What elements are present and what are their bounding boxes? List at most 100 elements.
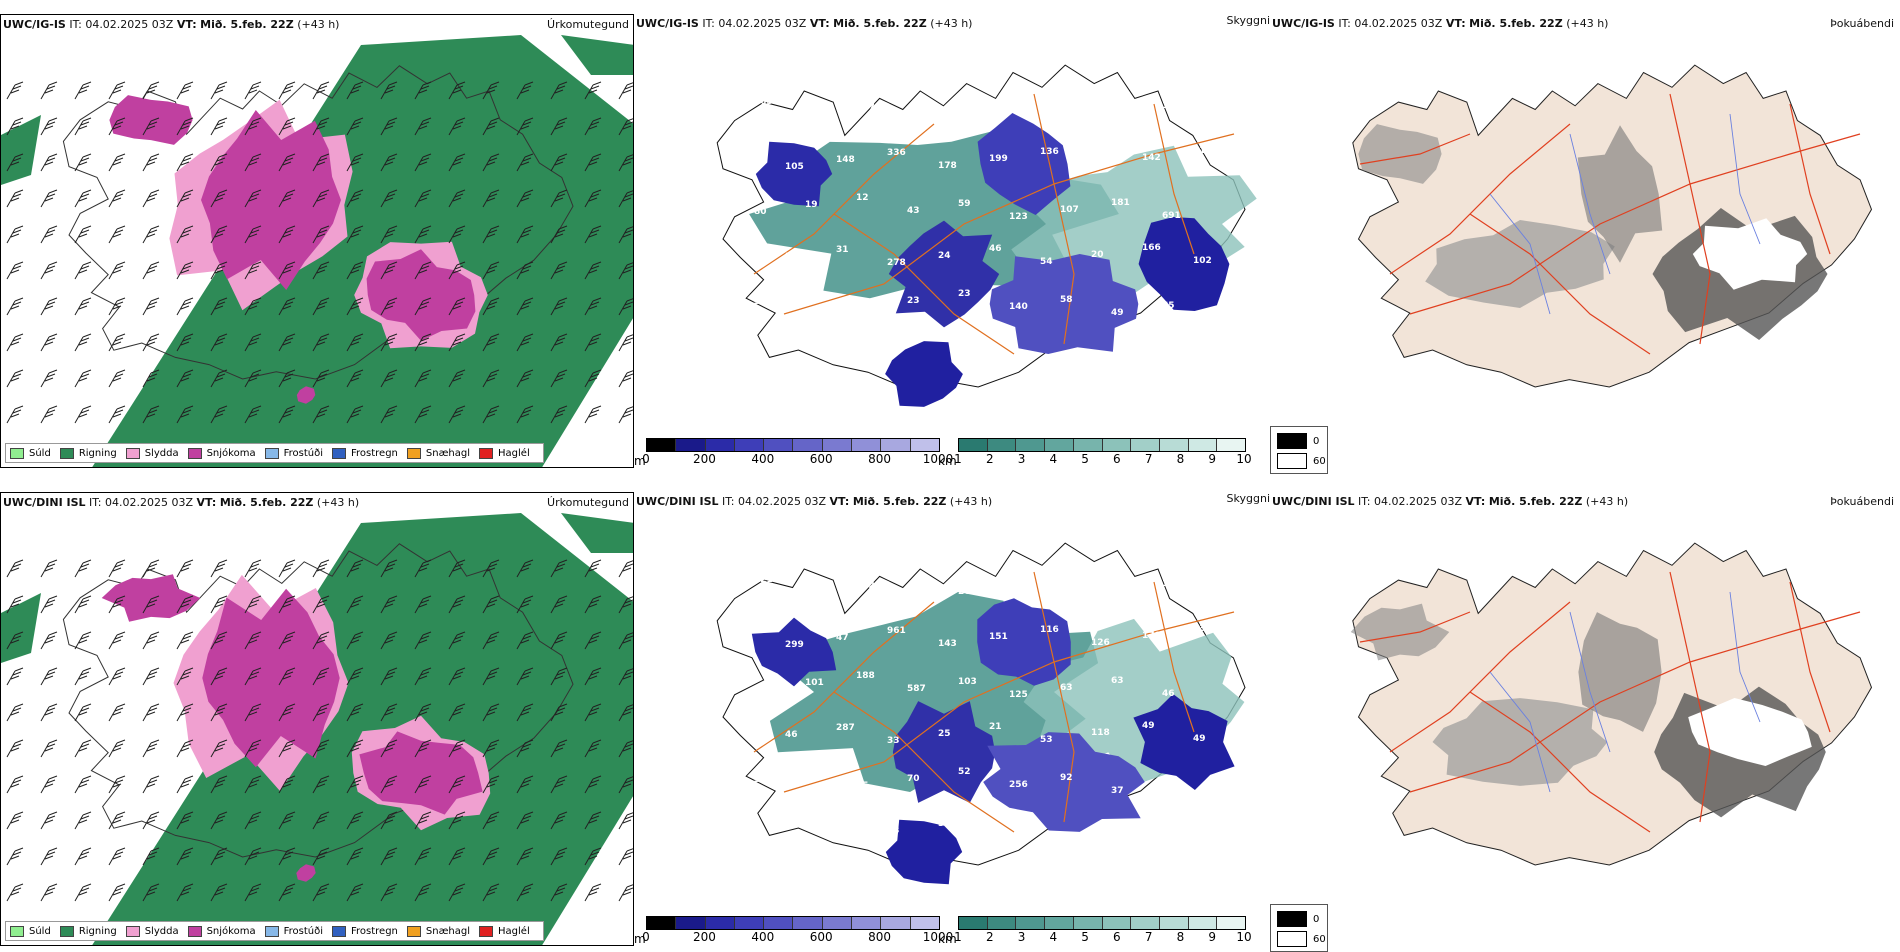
precip-legend-swatch [332, 925, 346, 937]
lead-time: (+43 h) [1566, 17, 1609, 30]
model-name: UWC/DINI ISL [636, 495, 719, 508]
wind-barb [346, 631, 364, 650]
visibility-unit: km [938, 932, 957, 946]
wind-barb [6, 261, 24, 280]
wind-barbs [6, 81, 633, 424]
low-cloud-area [989, 254, 1139, 354]
wind-barb [312, 667, 330, 686]
wind-barb [176, 811, 194, 830]
fog-index-area [1425, 220, 1615, 308]
wind-barb [6, 559, 24, 578]
init-time: IT: 04.02.2025 03Z [702, 17, 810, 30]
wind-barb [210, 703, 228, 722]
cloudbase-value: 199 [989, 154, 1008, 164]
colorbar-tick: 2 [985, 930, 994, 944]
precip-legend-item: Snjókoma [187, 447, 256, 459]
wind-barb [40, 739, 58, 758]
wind-barb [414, 333, 432, 352]
road-network [753, 571, 1235, 833]
wind-barb [176, 333, 194, 352]
wind-barb [74, 225, 92, 244]
precip-legend-item: Slydda [125, 925, 179, 937]
wind-barb [414, 559, 432, 578]
fog-index-area [1358, 124, 1442, 184]
cloudbase-value: 80 [754, 207, 767, 217]
cloudbase-value: 136 [1111, 586, 1130, 596]
wind-barb [482, 117, 500, 136]
wind-barb [380, 225, 398, 244]
wind-barb [74, 261, 92, 280]
valid-time: Mið. 5.feb. 22Z [1488, 495, 1583, 508]
fog-index-area [1350, 603, 1450, 661]
precip-legend-swatch [10, 447, 24, 459]
cloudbase-value: 123 [1009, 212, 1028, 222]
wind-barb [278, 631, 296, 650]
model-name: UWC/IG-IS [3, 18, 66, 31]
road [783, 133, 1235, 315]
wind-barb [482, 703, 500, 722]
wind-barb [482, 369, 500, 388]
wind-barb [278, 847, 296, 866]
wind-barb [210, 811, 228, 830]
cloudbase-value: 55 [938, 819, 951, 829]
wind-barb [482, 775, 500, 794]
fog-index-map [1350, 542, 1873, 866]
lead-time: (+43 h) [316, 496, 360, 509]
wind-barb [210, 405, 228, 424]
wind-barb [618, 190, 633, 208]
wind-barb [6, 333, 24, 352]
wind-barb [550, 225, 568, 244]
wind-barb [448, 117, 466, 136]
wind-barb [244, 559, 262, 578]
cloudbase-value: 252 [856, 581, 875, 591]
wind-barb [516, 153, 534, 172]
cloudbase-value: 166 [1142, 243, 1161, 253]
cloudbase-ticks: 0 200 400 600 800 1000 [642, 930, 953, 944]
snow-area [296, 386, 316, 404]
cloudbase-value: 70 [907, 774, 920, 784]
wind-barb [516, 847, 534, 866]
wind-barb [108, 631, 126, 650]
wind-barb [244, 117, 262, 136]
cloudbase-value: 691 [1162, 211, 1181, 221]
cloudbase-map: 121 433 252 999 203 249 52 136 155 299 47 961 143 151… [716, 542, 1246, 885]
colorbar-segment [793, 917, 823, 929]
colorbar-tick: 5 [1081, 452, 1089, 466]
valid-time: Mið. 5.feb. 22Z [833, 17, 927, 30]
precip-legend-item: Snjókoma [187, 925, 256, 937]
wind-barb [550, 153, 568, 172]
wind-barb [142, 189, 160, 208]
cloudbase-colorbar-swatches [646, 438, 940, 452]
wind-barb [142, 153, 160, 172]
wind-barb [40, 703, 58, 722]
cloudbase-value: 121 [754, 575, 773, 585]
precip-legend-swatch [59, 925, 74, 937]
wind-barb [448, 261, 466, 280]
cloudbase-value: 12 [856, 193, 869, 203]
cloudbase-value: 102 [1193, 256, 1212, 266]
cloudbase-value: 129 [1162, 101, 1181, 111]
precip-legend-label: Súld [29, 925, 51, 937]
wind-barb [176, 117, 194, 136]
cloudbase-value: 28 [958, 109, 971, 119]
wind-barb [142, 225, 160, 244]
colorbar-tick: 400 [751, 452, 775, 466]
precip-legend-swatch [479, 925, 494, 937]
coastline [62, 65, 574, 380]
wind-barb [584, 153, 602, 172]
wind-barb [346, 369, 364, 388]
wind-barb [448, 883, 466, 902]
wind-barb [312, 811, 330, 830]
init-time: IT: 04.02.2025 03Z [1358, 495, 1466, 508]
road [1409, 611, 1861, 793]
panel-title: UWC/IG-IS IT: 04.02.2025 03Z VT: Mið. 5.… [1272, 17, 1608, 30]
wind-barb [6, 811, 24, 830]
colorbar-segment [987, 917, 1017, 929]
wind-barb [414, 883, 432, 902]
visibility-colorbar: km 1 2 3 4 5 6 7 8 9 10 [938, 916, 1252, 946]
wind-barb [482, 225, 500, 244]
precip-legend-item: Súld [10, 447, 51, 459]
visibility-colorbar-swatches [958, 916, 1246, 930]
road [1669, 93, 1711, 345]
cloudbase-value: 170 [1142, 631, 1161, 641]
